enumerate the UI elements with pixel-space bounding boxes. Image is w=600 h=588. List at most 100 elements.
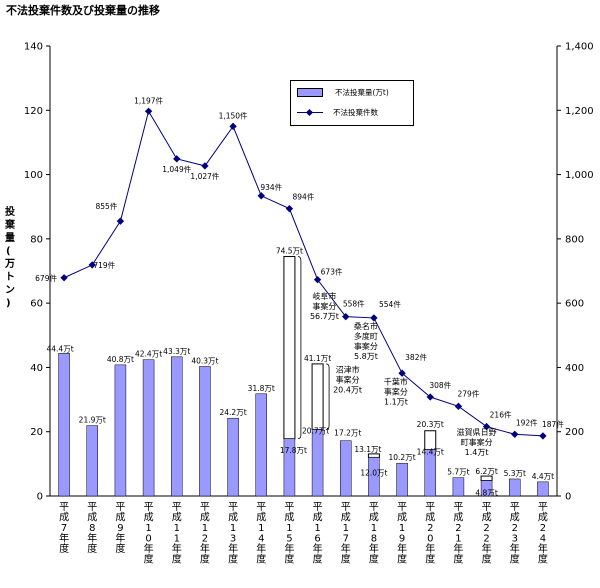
count-value-label: 1,027件 <box>190 171 219 181</box>
count-value-label: 719件 <box>93 260 115 270</box>
category-label: 平成 2 1 年度 <box>453 502 463 566</box>
bar <box>199 366 211 497</box>
category-label: 平成 2 0 年度 <box>425 502 435 566</box>
legend-item-line: 不法投棄件数 <box>297 107 378 118</box>
annotation-text: 桑名市多度町事案分 5.8万t <box>354 321 378 361</box>
category-label: 平成 8 年度 <box>87 502 97 555</box>
category-label: 平成 7 年度 <box>59 502 69 555</box>
line-group <box>60 107 547 440</box>
count-value-label: 279件 <box>458 388 480 398</box>
left-tick-label: 100 <box>24 170 43 181</box>
bar <box>340 440 352 497</box>
annotation-bracket <box>326 363 330 430</box>
bar-value-label: 21.9万t <box>79 416 106 425</box>
category-label: 平成 2 4 年度 <box>538 502 548 566</box>
left-tick-label: 0 <box>37 492 43 503</box>
count-value-label: 673件 <box>321 267 343 277</box>
count-point <box>511 430 519 438</box>
left-tick-label: 140 <box>24 42 43 53</box>
count-point <box>426 393 434 401</box>
category-label: 平成 1 4 年度 <box>256 502 266 566</box>
count-value-label: 934件 <box>260 182 282 192</box>
bar-value-label: 40.3万t <box>191 356 218 365</box>
count-value-label: 382件 <box>405 352 427 362</box>
bar-total-label: 13.1万t <box>354 445 381 454</box>
bar <box>86 425 98 497</box>
y-axis-title: 投棄量(万トン) <box>4 205 16 309</box>
bar <box>509 478 521 497</box>
legend-label-line: 不法投棄件数 <box>333 108 378 117</box>
count-point <box>370 314 378 322</box>
count-value-label: 216件 <box>490 410 512 420</box>
bar <box>227 417 239 497</box>
category-label: 平成 1 0 年度 <box>144 502 154 566</box>
bar-value-label: 10.2万t <box>389 453 416 462</box>
count-point <box>173 155 181 163</box>
bar-total-label: 74.5万t <box>276 247 303 256</box>
chart-title: 不法投棄件数及び投棄量の推移 <box>6 4 160 17</box>
bar-value-label: 40.8万t <box>107 355 134 364</box>
right-tick-label: 800 <box>565 234 584 245</box>
category-label: 平成 1 9 年度 <box>397 502 407 566</box>
right-tick-label: 600 <box>565 299 584 310</box>
category-label: 平成 2 3 年度 <box>510 502 520 566</box>
annotations-group: 岐阜市事案分 56.7万t 沼津市事案分 20.4万t 桑名市多度町事案分 5.8万t千葉… <box>297 256 497 457</box>
category-label: 平成 1 3 年度 <box>228 502 238 566</box>
legend: 不法投棄量(万t) 不法投棄件数 <box>290 80 414 126</box>
bar-value-label: 20.7万t <box>302 426 329 435</box>
left-tick-label: 80 <box>30 234 43 245</box>
bar-value-label: 44.4万t <box>47 344 74 353</box>
bar-value-label: 31.8万t <box>248 384 275 393</box>
bar-special-case <box>283 256 296 440</box>
annotation-text: 滋賀県日野町事案分 1.4万t <box>457 427 497 457</box>
legend-line-marker-icon <box>297 109 323 117</box>
bar <box>452 477 465 497</box>
count-point <box>454 402 463 410</box>
bar-value-label: 4.8万t <box>475 489 497 498</box>
category-label: 平成 1 1 年度 <box>172 502 182 566</box>
count-value-label: 1,049件 <box>162 164 191 174</box>
bar-value-label: 17.2万t <box>334 429 361 438</box>
bar <box>480 480 493 497</box>
bar-value-label: 17.8万t <box>280 446 307 455</box>
bar <box>283 438 296 497</box>
right-tick-label: 200 <box>565 427 584 438</box>
annotation-text: 千葉市事案分 1.1万t <box>384 376 408 406</box>
bar <box>368 457 380 497</box>
bar <box>311 429 324 497</box>
left-tick-label: 120 <box>24 106 43 117</box>
bar-value-label: 42.4万t <box>135 350 162 359</box>
category-label: 平成 1 8 年度 <box>369 502 379 566</box>
right-tick-label: 400 <box>565 363 584 374</box>
right-tick-label: 0 <box>565 492 571 503</box>
bar <box>255 393 267 497</box>
right-tick-label: 1,000 <box>565 170 594 181</box>
bars-group <box>58 256 549 497</box>
count-point <box>201 162 209 170</box>
left-tick-label: 40 <box>30 363 43 374</box>
count-point <box>60 274 68 282</box>
count-value-label: 554件 <box>379 299 401 309</box>
legend-label-bars: 不法投棄量(万t) <box>335 88 389 97</box>
count-value-label: 679件 <box>35 273 57 283</box>
bar <box>396 462 408 497</box>
count-point <box>88 261 96 269</box>
count-value-label: 308件 <box>429 380 451 390</box>
bar-special-case <box>367 453 380 458</box>
count-point <box>539 432 547 440</box>
bar <box>114 364 127 497</box>
category-label: 平成 1 2 年度 <box>200 502 210 566</box>
count-point <box>116 217 125 225</box>
bar <box>171 356 183 497</box>
bar <box>142 359 155 497</box>
count-value-label: 192件 <box>516 417 538 427</box>
count-point <box>398 369 406 377</box>
right-tick-label: 1,400 <box>565 42 594 53</box>
count-point <box>144 107 153 115</box>
bar-value-label: 5.3万t <box>504 469 526 478</box>
bar-value-label: 43.3万t <box>163 347 190 356</box>
bar <box>424 449 436 497</box>
category-label: 平成 1 6 年度 <box>313 502 323 566</box>
